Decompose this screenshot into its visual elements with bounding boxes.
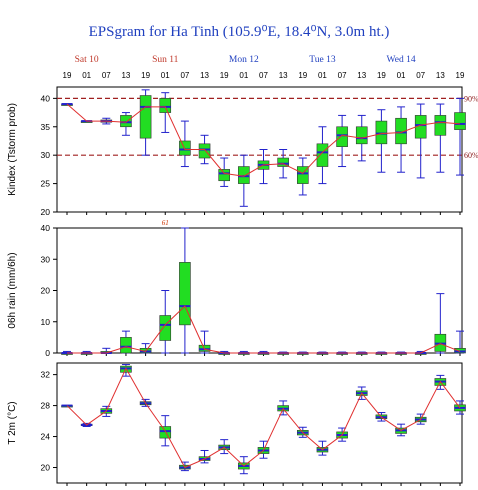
hour-label: 07	[416, 71, 425, 80]
box-iqr	[120, 337, 132, 354]
box-iqr	[159, 426, 172, 439]
box-iqr	[198, 143, 211, 159]
hour-label: 13	[121, 71, 130, 80]
hour-label: 19	[141, 71, 150, 80]
box-plot	[120, 330, 132, 354]
day-label: Wed 14	[387, 55, 416, 65]
rain-panel: 0 10 20 30 40 06h rain (mm/6h) 61	[7, 219, 466, 358]
y-axis-label: 06h rain (mm/6h)	[7, 252, 18, 328]
hour-label: 01	[318, 71, 327, 80]
hour-label: 07	[259, 71, 268, 80]
panel-frame	[56, 362, 463, 484]
hour-label: 01	[397, 71, 406, 80]
y-tick-label: 35	[41, 122, 51, 132]
hour-label: 13	[436, 71, 445, 80]
y-tick-label: 40	[41, 93, 51, 103]
day-label: Mon 12	[229, 55, 259, 65]
box-iqr	[375, 120, 388, 145]
chart-title: EPSgram for Ha Tinh (105.9⁰E, 18.4⁰N, 3.…	[89, 24, 390, 40]
hour-label: 13	[357, 71, 366, 80]
y-tick-label: 28	[41, 401, 51, 411]
day-label: Tue 13	[309, 55, 336, 65]
y-tick-label: 30	[41, 150, 51, 160]
box-iqr	[316, 143, 329, 167]
median-line	[66, 103, 461, 177]
y-tick-label: 24	[41, 432, 51, 442]
y-tick-label: 20	[41, 463, 51, 473]
y-tick-label: 0	[45, 348, 50, 358]
box-iqr	[159, 98, 172, 113]
hour-label: 19	[298, 71, 307, 80]
box-iqr	[395, 117, 407, 145]
panels: 20 25 30 35 40 Kindex (Tstorm prob) 90% 60% 0 10 2…	[7, 86, 478, 486]
box-iqr	[277, 157, 289, 167]
y-tick-label: 30	[41, 254, 51, 264]
hour-label: 19	[377, 71, 386, 80]
ref-line-label: 60%	[464, 151, 478, 160]
box-iqr	[179, 140, 191, 156]
y-tick-label: 20	[41, 207, 51, 217]
kindex-panel: 20 25 30 35 40 Kindex (Tstorm prob) 90% 60%	[7, 86, 478, 217]
y-tick-label: 20	[41, 286, 51, 296]
hour-labels: 19 01 07 13 19 01 07 13 19 01 07 13 19 01 07 13 19 01 07 13…	[63, 71, 465, 80]
hour-label: 01	[82, 71, 91, 80]
y-tick-label: 25	[41, 179, 51, 189]
y-tick-label: 10	[41, 317, 51, 327]
day-labels: Sat 10 Sun 11 Mon 12 Tue 13 Wed 14	[75, 55, 416, 65]
y-axis-label: Kindex (Tstorm prob)	[7, 103, 18, 196]
box-iqr	[336, 126, 348, 147]
hour-label: 19	[220, 71, 229, 80]
median-line	[66, 367, 461, 469]
panel-frame	[56, 227, 463, 354]
y-tick-label: 40	[41, 223, 51, 233]
box-iqr	[139, 95, 152, 139]
box-iqr	[454, 112, 466, 130]
box-iqr	[120, 115, 132, 128]
max-annotation: 61	[162, 219, 169, 227]
hour-label: 13	[279, 71, 288, 80]
median-line	[67, 305, 461, 354]
box-iqr	[159, 315, 172, 341]
ref-line-label: 90%	[464, 94, 478, 103]
hour-label: 07	[180, 71, 189, 80]
box-iqr	[434, 115, 447, 136]
day-label: Sun 11	[152, 55, 179, 65]
day-label: Sat 10	[75, 55, 99, 65]
y-tick-label: 32	[41, 370, 51, 380]
box-plot	[218, 157, 230, 187]
box-iqr	[238, 166, 250, 184]
box-iqr	[296, 166, 309, 184]
hour-label: 19	[456, 71, 465, 80]
box-iqr	[218, 169, 230, 182]
box-plot	[159, 290, 172, 354]
box-iqr	[179, 262, 191, 326]
y-axis-label: T 2m (°C)	[7, 401, 18, 444]
box-plot	[159, 92, 172, 133]
hour-label: 01	[161, 71, 170, 80]
hour-label: 13	[200, 71, 209, 80]
hour-label: 07	[338, 71, 347, 80]
hour-label: 01	[239, 71, 248, 80]
hour-label: 07	[102, 71, 111, 80]
hour-label: 19	[63, 71, 72, 80]
temperature-panel: 20 24 28 32 T 2m (°C)	[7, 362, 466, 486]
box-iqr	[355, 126, 368, 145]
